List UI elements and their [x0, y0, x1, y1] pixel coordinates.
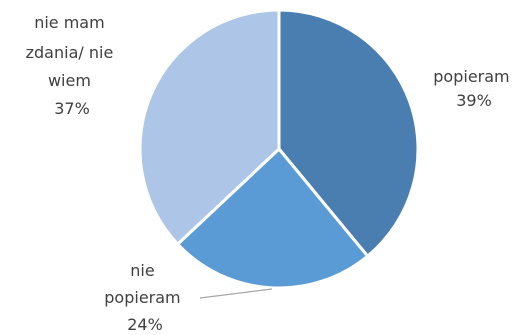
slice-label-popieram-name: popieram — [433, 67, 509, 86]
pie-slices — [138, 8, 420, 290]
slice-label-nie-popieram-value: 24% — [127, 315, 163, 334]
pie-slice-nie-mam-zdania-nie-wiem — [138, 8, 281, 246]
slice-label-nie-mam-zdania: nie mam zdania/ nie wiem 37% — [26, 13, 119, 118]
slice-label-popieram: popieram 39% — [433, 67, 514, 110]
pie-slice-popieram — [277, 8, 420, 258]
slice-label-nie-mam-zdania-value: 37% — [54, 99, 90, 118]
slice-label-nie-popieram: nie popieram 24% — [104, 261, 185, 334]
pie-slice-nie-popieram — [176, 147, 370, 290]
leader-line-nie-popieram — [199, 288, 273, 299]
slice-label-popieram-value: 39% — [456, 91, 492, 110]
